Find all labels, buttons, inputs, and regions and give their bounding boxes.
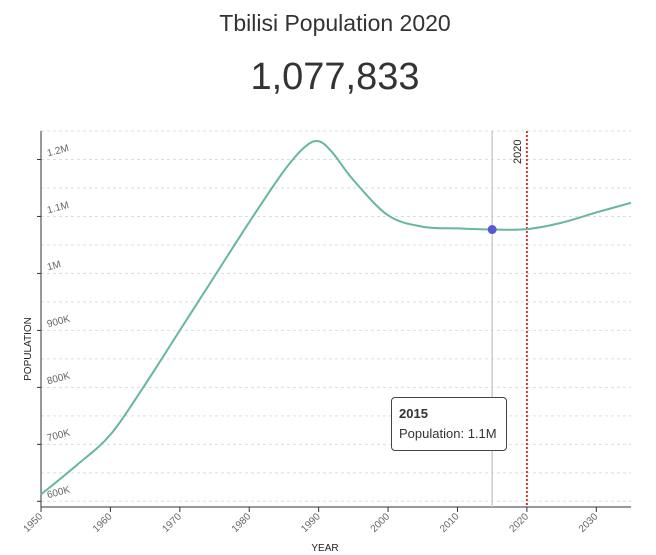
tooltip-row: Population: 1.1M: [399, 426, 499, 441]
y-tick-label: 800K: [46, 371, 72, 388]
tooltip: 2015 Population: 1.1M: [391, 397, 507, 451]
population-series-line: [40, 140, 632, 496]
current-year-label: 2020: [512, 140, 524, 164]
x-tick-label: 2020: [507, 511, 531, 535]
page-title: Tbilisi Population 2020: [219, 10, 451, 36]
y-tick-label: 900K: [46, 314, 72, 331]
x-tick-label: 2030: [577, 511, 601, 535]
x-tick-label: 1980: [230, 511, 254, 535]
grid-lines: [41, 130, 631, 502]
x-tick-label: 2000: [369, 511, 393, 535]
x-tick-label: 1990: [299, 511, 323, 535]
y-tick-label: 1.1M: [46, 200, 70, 216]
x-tick-label: 1960: [91, 511, 115, 535]
x-tick-label: 2010: [438, 511, 462, 535]
tooltip-year: 2015: [399, 406, 428, 421]
population-value: 1,077,833: [250, 56, 420, 98]
tooltip-value: 1.1M: [467, 426, 497, 441]
x-tick-label: 1970: [160, 511, 184, 535]
y-axis-label: POPULATION: [23, 317, 34, 381]
highlight-point[interactable]: [487, 225, 497, 235]
tooltip-label: Population:: [399, 426, 465, 441]
x-axis-ticks: 1950 1960 1970 1980 1990 2000 2010 2020 2030: [22, 507, 601, 535]
x-tick-label: 1950: [22, 511, 46, 535]
y-tick-label: 1.2M: [46, 143, 70, 159]
y-tick-label: 700K: [46, 427, 72, 444]
x-axis-label: YEAR: [311, 543, 338, 554]
y-tick-label: 1M: [46, 259, 62, 273]
